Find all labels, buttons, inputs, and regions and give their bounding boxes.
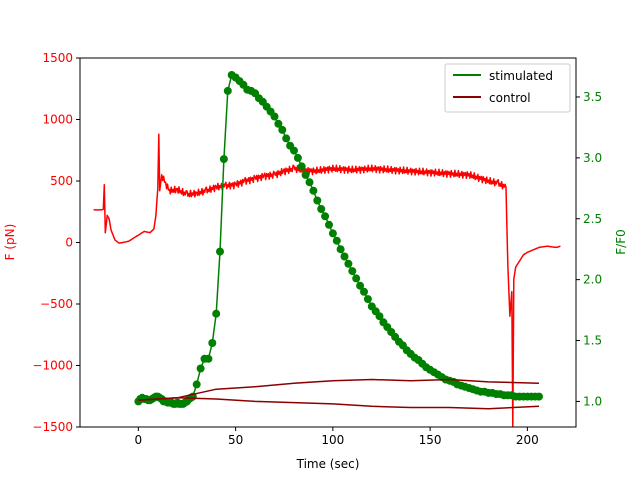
data-point-stimulated bbox=[356, 281, 365, 290]
plot-content bbox=[93, 71, 561, 427]
y-axis-left-label: F (pN) bbox=[3, 224, 17, 261]
data-point-stimulated bbox=[352, 274, 361, 283]
y-left-tick-label: 0 bbox=[65, 236, 73, 250]
data-point-stimulated bbox=[219, 155, 228, 164]
data-point-stimulated bbox=[321, 212, 330, 221]
y-left-tick-label: −1000 bbox=[32, 359, 73, 373]
data-point-stimulated bbox=[305, 178, 314, 187]
data-point-stimulated bbox=[216, 247, 224, 256]
data-point-stimulated bbox=[325, 220, 333, 229]
data-point-stimulated bbox=[290, 146, 298, 155]
data-point-stimulated bbox=[192, 380, 201, 389]
y-right-tick-label: 1.0 bbox=[583, 394, 602, 408]
x-tick-label: 150 bbox=[419, 433, 442, 447]
x-axis: 0 50 100 150 200 bbox=[135, 427, 539, 447]
y-left-tick-label: −500 bbox=[40, 297, 73, 311]
data-point-stimulated bbox=[212, 309, 221, 318]
y-left-tick-label: −1500 bbox=[32, 420, 73, 434]
data-point-stimulated bbox=[282, 134, 291, 143]
legend-label-control: control bbox=[489, 91, 531, 105]
y-right-tick-label: 2.0 bbox=[583, 273, 602, 287]
plot-frame bbox=[79, 57, 577, 428]
data-point-stimulated bbox=[348, 267, 357, 276]
legend: stimulated control bbox=[444, 63, 571, 113]
y-left-tick-label: 500 bbox=[50, 174, 73, 188]
legend-label-stimulated: stimulated bbox=[489, 69, 553, 83]
y-left-tick-label: 1000 bbox=[42, 113, 73, 127]
data-point-stimulated bbox=[293, 153, 302, 162]
data-point-stimulated bbox=[274, 119, 283, 128]
y-axis-right: 1.0 1.5 2.0 2.5 3.0 3.5 bbox=[576, 90, 602, 408]
data-point-stimulated bbox=[535, 392, 543, 401]
x-axis-label: Time (sec) bbox=[296, 457, 360, 471]
data-point-stimulated bbox=[301, 170, 310, 179]
data-point-stimulated bbox=[328, 229, 337, 238]
data-point-stimulated bbox=[204, 354, 213, 363]
data-point-stimulated bbox=[313, 196, 322, 205]
x-tick-label: 200 bbox=[516, 433, 539, 447]
data-point-stimulated bbox=[297, 162, 306, 171]
data-point-stimulated bbox=[332, 236, 341, 245]
data-point-stimulated bbox=[309, 186, 318, 195]
data-point-stimulated bbox=[270, 112, 279, 121]
data-point-stimulated bbox=[360, 287, 368, 296]
data-point-stimulated bbox=[340, 252, 349, 261]
x-tick-label: 50 bbox=[228, 433, 243, 447]
series-line-force-0 bbox=[93, 133, 561, 427]
data-point-stimulated bbox=[375, 312, 384, 321]
y-right-tick-label: 3.0 bbox=[583, 151, 602, 165]
y-axis-left: −1500 −1000 −500 0 500 1000 1500 bbox=[32, 51, 80, 434]
y-left-tick-label: 1500 bbox=[42, 51, 73, 65]
data-point-stimulated bbox=[344, 259, 353, 268]
y-right-tick-label: 2.5 bbox=[583, 212, 602, 226]
data-point-stimulated bbox=[208, 339, 217, 347]
data-point-stimulated bbox=[363, 295, 372, 304]
x-tick-label: 100 bbox=[321, 433, 344, 447]
x-tick-label: 0 bbox=[135, 433, 143, 447]
y-axis-right-label: F/F0 bbox=[614, 229, 628, 254]
data-point-stimulated bbox=[196, 364, 205, 373]
data-point-stimulated bbox=[336, 245, 345, 254]
y-right-tick-label: 3.5 bbox=[583, 90, 602, 104]
data-point-stimulated bbox=[223, 86, 232, 95]
data-point-stimulated bbox=[278, 125, 287, 134]
series-line-control-2 bbox=[138, 378, 540, 401]
series-line-control-lower-3 bbox=[138, 397, 540, 410]
y-right-tick-label: 1.5 bbox=[583, 334, 602, 348]
data-point-stimulated bbox=[317, 205, 326, 213]
